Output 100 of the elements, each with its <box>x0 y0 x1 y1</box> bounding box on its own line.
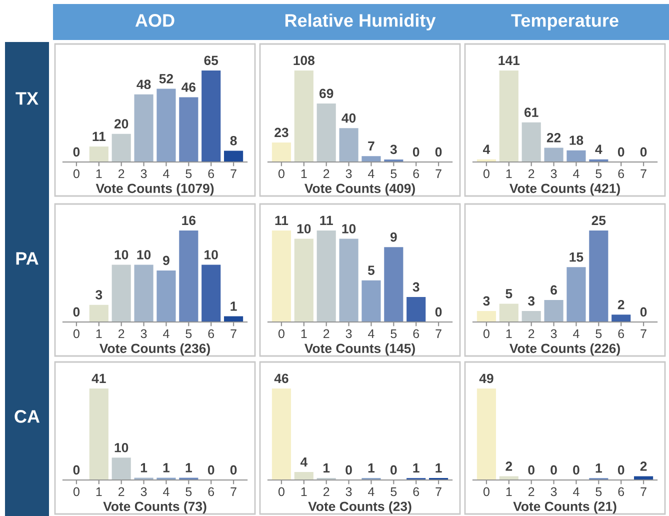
bar <box>612 314 631 322</box>
data-label: 9 <box>163 256 170 266</box>
data-label: 0 <box>640 147 647 157</box>
data-label: 69 <box>319 88 334 98</box>
x-tick-label: 1 <box>96 169 102 178</box>
data-label: 0 <box>618 147 624 157</box>
data-label: 141 <box>498 56 520 65</box>
x-axis-title: Vote Counts (409) <box>304 183 415 196</box>
bar <box>476 311 496 322</box>
bar <box>589 230 608 322</box>
x-tick-label: 6 <box>413 487 420 496</box>
data-label: 0 <box>573 465 580 475</box>
chart-title: Relative Humidity <box>285 14 436 30</box>
data-label: 16 <box>182 216 196 226</box>
data-label: 49 <box>479 374 494 384</box>
x-tick-label: 3 <box>140 487 147 496</box>
data-label: 10 <box>114 250 128 260</box>
bar <box>112 134 131 162</box>
x-tick-label: 6 <box>208 329 214 338</box>
data-label: 0 <box>618 465 624 475</box>
x-axis-title: Vote Counts (236) <box>100 343 210 356</box>
bar <box>294 70 314 162</box>
x-tick-label: 5 <box>186 329 192 338</box>
bar <box>499 304 518 322</box>
chart-title: Temperature <box>511 14 618 30</box>
x-tick-label: 3 <box>140 169 147 178</box>
bar <box>522 311 541 322</box>
bar <box>522 122 541 162</box>
bar <box>202 264 221 322</box>
data-label: 3 <box>412 282 420 292</box>
bar <box>566 150 586 162</box>
x-tick-label: 4 <box>573 329 580 338</box>
data-label: 7 <box>368 141 374 151</box>
x-tick-label: 0 <box>73 169 80 178</box>
x-tick-label: 1 <box>96 329 102 338</box>
bar <box>339 128 358 162</box>
x-tick-label: 3 <box>346 487 352 496</box>
x-tick-label: 4 <box>368 169 374 178</box>
x-tick-label: 6 <box>618 487 624 496</box>
bar <box>294 238 314 322</box>
x-tick-label: 3 <box>346 169 352 178</box>
x-axis-title: Vote Counts (21) <box>513 501 616 514</box>
x-tick-label: 2 <box>528 329 534 338</box>
x-axis-title: Vote Counts (23) <box>308 501 412 514</box>
x-tick-label: 2 <box>323 329 330 338</box>
x-tick-label: 7 <box>436 487 442 496</box>
x-tick-label: 2 <box>528 487 534 496</box>
data-label: 1 <box>436 463 442 472</box>
data-label: 11 <box>92 132 106 141</box>
bar <box>202 70 221 162</box>
x-tick-label: 5 <box>390 329 397 338</box>
data-label: 18 <box>570 136 584 145</box>
bar <box>406 297 426 322</box>
data-label: 0 <box>528 465 534 475</box>
data-label: 0 <box>412 147 420 157</box>
bar <box>89 304 108 322</box>
chart-title: AOD <box>135 14 174 27</box>
data-label: 25 <box>592 216 606 226</box>
data-label: 40 <box>342 113 356 123</box>
data-label: 2 <box>506 462 512 471</box>
x-tick-label: 0 <box>483 169 490 178</box>
x-tick-label: 7 <box>436 329 442 338</box>
x-tick-label: 0 <box>483 329 490 338</box>
bar <box>316 104 336 162</box>
x-tick-label: 1 <box>506 169 512 178</box>
x-tick-label: 2 <box>118 169 124 178</box>
y-axis-title: PA <box>16 252 38 265</box>
data-label: 108 <box>294 56 315 66</box>
data-label: 46 <box>182 82 196 92</box>
data-label: 0 <box>208 465 214 475</box>
x-tick-label: 2 <box>323 169 330 178</box>
x-axis-title: Vote Counts (73) <box>103 501 206 514</box>
x-tick-label: 6 <box>208 487 214 496</box>
data-label: 5 <box>368 266 375 276</box>
x-tick-label: 3 <box>140 329 147 338</box>
x-tick-label: 5 <box>596 329 602 338</box>
x-tick-label: 3 <box>550 487 557 496</box>
x-tick-label: 5 <box>596 487 602 496</box>
data-label: 22 <box>546 132 561 142</box>
x-tick-label: 2 <box>118 329 124 338</box>
data-label: 0 <box>435 147 442 157</box>
data-label: 61 <box>524 108 538 118</box>
bar <box>544 148 564 162</box>
x-tick-label: 7 <box>436 169 442 178</box>
bar <box>156 270 176 322</box>
data-label: 15 <box>570 252 584 262</box>
x-tick-label: 0 <box>278 169 284 178</box>
bar <box>384 247 404 322</box>
data-label: 0 <box>390 465 397 475</box>
data-label: 10 <box>204 250 218 260</box>
data-label: 1 <box>596 464 602 473</box>
data-label: 10 <box>114 442 128 452</box>
data-label: 2 <box>640 462 647 471</box>
x-tick-label: 1 <box>506 487 512 496</box>
data-label: 3 <box>528 296 535 306</box>
x-tick-label: 1 <box>301 169 307 178</box>
data-label: 1 <box>413 463 420 472</box>
data-label: 10 <box>342 224 356 234</box>
data-label: 1 <box>186 463 192 472</box>
data-label: 1 <box>140 463 148 472</box>
